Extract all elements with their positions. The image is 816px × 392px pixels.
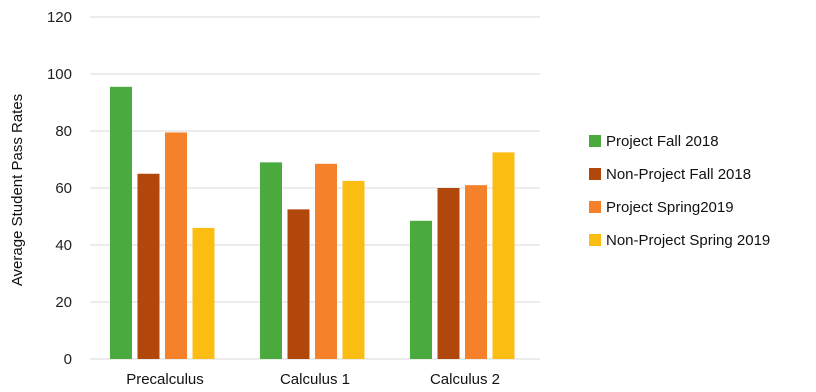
y-axis-label: Average Student Pass Rates bbox=[9, 94, 26, 286]
x-axis-categories: Precalculus Calculus 1 Calculus 2 bbox=[126, 371, 500, 388]
bar bbox=[165, 132, 187, 359]
y-tick-label: 20 bbox=[55, 294, 72, 311]
y-tick-label: 0 bbox=[64, 351, 72, 368]
legend-label: Project Spring2019 bbox=[606, 199, 734, 216]
bar bbox=[137, 173, 160, 359]
bar bbox=[287, 209, 310, 359]
y-tick-label: 80 bbox=[55, 123, 72, 140]
bar bbox=[110, 86, 132, 359]
legend-swatch bbox=[589, 201, 601, 213]
bar bbox=[342, 180, 365, 359]
bar bbox=[437, 188, 460, 359]
legend-swatch bbox=[589, 168, 601, 180]
y-tick-label: 100 bbox=[47, 66, 72, 83]
x-category-label: Calculus 2 bbox=[430, 371, 500, 388]
y-axis-ticks: 0 20 40 60 80 100 120 bbox=[47, 9, 72, 368]
bar bbox=[315, 163, 337, 359]
y-tick-label: 120 bbox=[47, 9, 72, 26]
legend-swatch bbox=[589, 234, 601, 246]
bar bbox=[192, 227, 215, 359]
bar bbox=[410, 220, 432, 359]
legend-label: Non-Project Spring 2019 bbox=[606, 232, 770, 249]
bar bbox=[465, 185, 487, 359]
legend-swatch bbox=[589, 135, 601, 147]
bars bbox=[110, 86, 515, 359]
legend: Project Fall 2018 Non-Project Fall 2018 Pr… bbox=[589, 133, 770, 249]
y-tick-label: 40 bbox=[55, 237, 72, 254]
x-category-label: Precalculus bbox=[126, 371, 204, 388]
legend-label: Project Fall 2018 bbox=[606, 133, 719, 150]
x-category-label: Calculus 1 bbox=[280, 371, 350, 388]
legend-label: Non-Project Fall 2018 bbox=[606, 166, 751, 183]
bar bbox=[260, 162, 282, 359]
bar bbox=[492, 152, 515, 359]
y-tick-label: 60 bbox=[55, 180, 72, 197]
